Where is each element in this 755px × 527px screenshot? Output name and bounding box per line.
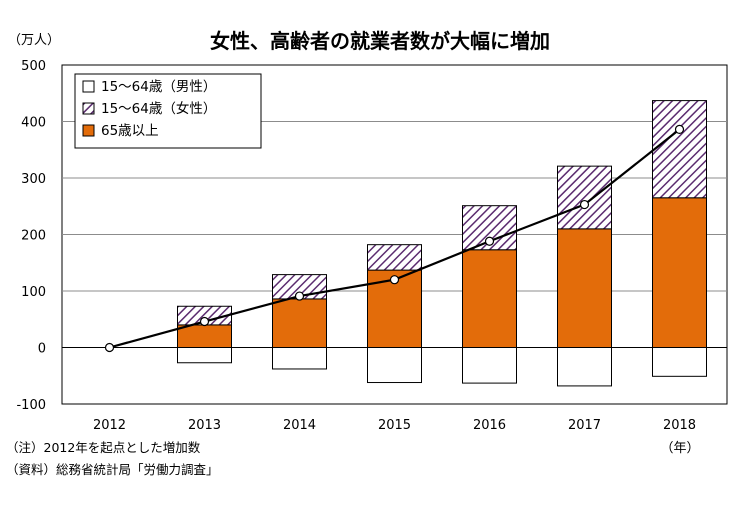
y-tick-label: 300 (21, 172, 46, 187)
line-point (389, 275, 400, 285)
legend-label: 15～64歳（女性） (101, 100, 216, 117)
y-tick-label: -100 (16, 398, 46, 413)
legend-swatch-men (82, 80, 95, 93)
x-tick-label: 2016 (473, 418, 506, 433)
note-source: （資料）総務省統計局「労働力調査」 (6, 462, 219, 477)
legend-label: 15～64歳（男性） (101, 79, 216, 95)
x-tick-label: 2015 (378, 418, 411, 433)
y-unit-label: （万人） (8, 33, 60, 48)
legend-swatch-women (82, 102, 95, 115)
line-point (104, 342, 115, 353)
y-tick-label: 0 (38, 342, 46, 357)
line-point (199, 316, 210, 327)
bar-women (367, 244, 422, 271)
bar-men (367, 347, 422, 384)
notes: （注）2012年を起点とした増加数 （資料）総務省統計局「労働力調査」 (6, 437, 219, 481)
y-tick-label: 100 (21, 285, 46, 300)
bar-men (652, 347, 707, 377)
line-point (674, 124, 685, 135)
legend: 15～64歳（男性） 15～64歳（女性） 65歳以上 (74, 73, 262, 149)
y-tick-label: 200 (21, 229, 46, 244)
bar-men (272, 347, 327, 370)
bar-65-plus (652, 197, 707, 348)
x-tick-label: 2012 (93, 418, 126, 433)
legend-swatch-65-plus (82, 124, 95, 137)
bar-65-plus (177, 324, 232, 348)
x-unit-label: （年） (660, 441, 699, 456)
legend-label: 65歳以上 (101, 123, 159, 139)
note-remark: （注）2012年を起点とした増加数 (6, 440, 201, 455)
line-point (484, 236, 495, 246)
bar-men (462, 347, 517, 384)
line-series (104, 124, 685, 353)
line-point (294, 291, 305, 301)
x-tick-label: 2013 (188, 418, 221, 433)
bar-women (652, 100, 707, 199)
x-tick-label: 2017 (568, 418, 601, 433)
legend-box (74, 73, 262, 149)
bar-women (557, 165, 612, 230)
x-tick-label: 2018 (663, 418, 696, 433)
bar-men (557, 347, 612, 387)
bar-65-plus (462, 249, 517, 349)
x-tick-label: 2014 (283, 418, 316, 433)
chart-title: 女性、高齢者の就業者数が大幅に増加 (210, 29, 550, 53)
bar-men (177, 347, 232, 364)
y-tick-label: 400 (21, 116, 46, 131)
y-tick-label: 500 (21, 59, 46, 74)
bar-65-plus (557, 228, 612, 349)
line-point (579, 199, 590, 210)
bar-65-plus (272, 298, 327, 349)
axes: -100 0 100 200 300 400 500 2012 2013 2014 2015 2016… (16, 59, 696, 433)
